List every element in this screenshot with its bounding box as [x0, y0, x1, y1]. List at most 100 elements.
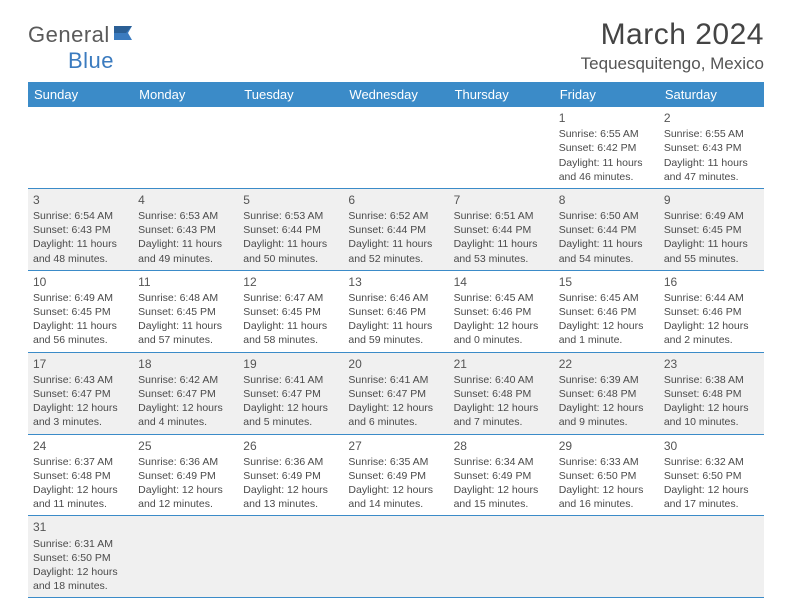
sunrise-text: Sunrise: 6:46 AM — [348, 291, 443, 305]
daylight-text: Daylight: 12 hours and 12 minutes. — [138, 483, 233, 511]
daylight-text: Daylight: 12 hours and 2 minutes. — [664, 319, 759, 347]
calendar-cell — [238, 516, 343, 598]
day-number: 26 — [243, 438, 338, 454]
sunset-text: Sunset: 6:50 PM — [559, 469, 654, 483]
day-number: 7 — [454, 192, 549, 208]
logo-text-blue: Blue — [68, 48, 114, 73]
calendar-cell: 29Sunrise: 6:33 AMSunset: 6:50 PMDayligh… — [554, 434, 659, 516]
calendar-week-row: 31Sunrise: 6:31 AMSunset: 6:50 PMDayligh… — [28, 516, 764, 598]
month-title: March 2024 — [581, 18, 764, 52]
day-header: Sunday — [28, 82, 133, 107]
flag-icon — [114, 24, 140, 47]
daylight-text: Daylight: 12 hours and 17 minutes. — [664, 483, 759, 511]
daylight-text: Daylight: 12 hours and 18 minutes. — [33, 565, 128, 593]
calendar-cell: 6Sunrise: 6:52 AMSunset: 6:44 PMDaylight… — [343, 188, 448, 270]
calendar-week-row: 10Sunrise: 6:49 AMSunset: 6:45 PMDayligh… — [28, 270, 764, 352]
sunrise-text: Sunrise: 6:36 AM — [138, 455, 233, 469]
calendar-week-row: 3Sunrise: 6:54 AMSunset: 6:43 PMDaylight… — [28, 188, 764, 270]
sunrise-text: Sunrise: 6:33 AM — [559, 455, 654, 469]
daylight-text: Daylight: 11 hours and 48 minutes. — [33, 237, 128, 265]
sunset-text: Sunset: 6:50 PM — [664, 469, 759, 483]
daylight-text: Daylight: 11 hours and 57 minutes. — [138, 319, 233, 347]
day-number: 28 — [454, 438, 549, 454]
daylight-text: Daylight: 12 hours and 10 minutes. — [664, 401, 759, 429]
calendar-cell — [133, 516, 238, 598]
sunset-text: Sunset: 6:49 PM — [348, 469, 443, 483]
calendar-cell — [449, 516, 554, 598]
sunset-text: Sunset: 6:46 PM — [454, 305, 549, 319]
day-number: 8 — [559, 192, 654, 208]
calendar-cell — [28, 107, 133, 188]
sunset-text: Sunset: 6:47 PM — [243, 387, 338, 401]
sunrise-text: Sunrise: 6:43 AM — [33, 373, 128, 387]
calendar-cell: 30Sunrise: 6:32 AMSunset: 6:50 PMDayligh… — [659, 434, 764, 516]
sunset-text: Sunset: 6:45 PM — [664, 223, 759, 237]
calendar-cell: 3Sunrise: 6:54 AMSunset: 6:43 PMDaylight… — [28, 188, 133, 270]
day-number: 21 — [454, 356, 549, 372]
day-number: 3 — [33, 192, 128, 208]
calendar-cell: 20Sunrise: 6:41 AMSunset: 6:47 PMDayligh… — [343, 352, 448, 434]
calendar-cell: 2Sunrise: 6:55 AMSunset: 6:43 PMDaylight… — [659, 107, 764, 188]
day-number: 13 — [348, 274, 443, 290]
sunset-text: Sunset: 6:44 PM — [348, 223, 443, 237]
daylight-text: Daylight: 12 hours and 6 minutes. — [348, 401, 443, 429]
day-number: 30 — [664, 438, 759, 454]
day-number: 6 — [348, 192, 443, 208]
sunrise-text: Sunrise: 6:34 AM — [454, 455, 549, 469]
calendar-cell: 16Sunrise: 6:44 AMSunset: 6:46 PMDayligh… — [659, 270, 764, 352]
sunrise-text: Sunrise: 6:55 AM — [664, 127, 759, 141]
sunrise-text: Sunrise: 6:38 AM — [664, 373, 759, 387]
sunset-text: Sunset: 6:47 PM — [138, 387, 233, 401]
calendar-cell: 25Sunrise: 6:36 AMSunset: 6:49 PMDayligh… — [133, 434, 238, 516]
sunset-text: Sunset: 6:43 PM — [33, 223, 128, 237]
calendar-cell: 31Sunrise: 6:31 AMSunset: 6:50 PMDayligh… — [28, 516, 133, 598]
sunrise-text: Sunrise: 6:53 AM — [138, 209, 233, 223]
day-number: 31 — [33, 519, 128, 535]
sunset-text: Sunset: 6:45 PM — [243, 305, 338, 319]
logo: General — [28, 22, 142, 48]
daylight-text: Daylight: 11 hours and 47 minutes. — [664, 156, 759, 184]
day-header: Thursday — [449, 82, 554, 107]
sunset-text: Sunset: 6:45 PM — [33, 305, 128, 319]
sunset-text: Sunset: 6:43 PM — [664, 141, 759, 155]
day-header: Saturday — [659, 82, 764, 107]
day-number: 2 — [664, 110, 759, 126]
calendar-cell: 26Sunrise: 6:36 AMSunset: 6:49 PMDayligh… — [238, 434, 343, 516]
daylight-text: Daylight: 11 hours and 58 minutes. — [243, 319, 338, 347]
calendar-cell: 12Sunrise: 6:47 AMSunset: 6:45 PMDayligh… — [238, 270, 343, 352]
sunset-text: Sunset: 6:46 PM — [348, 305, 443, 319]
calendar-table: SundayMondayTuesdayWednesdayThursdayFrid… — [28, 82, 764, 598]
daylight-text: Daylight: 12 hours and 11 minutes. — [33, 483, 128, 511]
calendar-cell: 24Sunrise: 6:37 AMSunset: 6:48 PMDayligh… — [28, 434, 133, 516]
sunrise-text: Sunrise: 6:37 AM — [33, 455, 128, 469]
day-header: Tuesday — [238, 82, 343, 107]
sunrise-text: Sunrise: 6:36 AM — [243, 455, 338, 469]
days-of-week-row: SundayMondayTuesdayWednesdayThursdayFrid… — [28, 82, 764, 107]
daylight-text: Daylight: 11 hours and 55 minutes. — [664, 237, 759, 265]
day-number: 19 — [243, 356, 338, 372]
daylight-text: Daylight: 12 hours and 0 minutes. — [454, 319, 549, 347]
sunrise-text: Sunrise: 6:32 AM — [664, 455, 759, 469]
sunset-text: Sunset: 6:44 PM — [454, 223, 549, 237]
sunrise-text: Sunrise: 6:52 AM — [348, 209, 443, 223]
calendar-cell: 4Sunrise: 6:53 AMSunset: 6:43 PMDaylight… — [133, 188, 238, 270]
sunrise-text: Sunrise: 6:35 AM — [348, 455, 443, 469]
sunrise-text: Sunrise: 6:45 AM — [559, 291, 654, 305]
calendar-cell — [133, 107, 238, 188]
sunrise-text: Sunrise: 6:47 AM — [243, 291, 338, 305]
day-number: 4 — [138, 192, 233, 208]
day-number: 15 — [559, 274, 654, 290]
day-number: 12 — [243, 274, 338, 290]
day-number: 9 — [664, 192, 759, 208]
daylight-text: Daylight: 12 hours and 7 minutes. — [454, 401, 549, 429]
sunrise-text: Sunrise: 6:49 AM — [664, 209, 759, 223]
calendar-cell: 18Sunrise: 6:42 AMSunset: 6:47 PMDayligh… — [133, 352, 238, 434]
calendar-cell — [343, 107, 448, 188]
location: Tequesquitengo, Mexico — [581, 54, 764, 74]
calendar-cell: 14Sunrise: 6:45 AMSunset: 6:46 PMDayligh… — [449, 270, 554, 352]
calendar-cell: 11Sunrise: 6:48 AMSunset: 6:45 PMDayligh… — [133, 270, 238, 352]
calendar-cell: 28Sunrise: 6:34 AMSunset: 6:49 PMDayligh… — [449, 434, 554, 516]
daylight-text: Daylight: 11 hours and 49 minutes. — [138, 237, 233, 265]
sunset-text: Sunset: 6:46 PM — [559, 305, 654, 319]
sunrise-text: Sunrise: 6:40 AM — [454, 373, 549, 387]
